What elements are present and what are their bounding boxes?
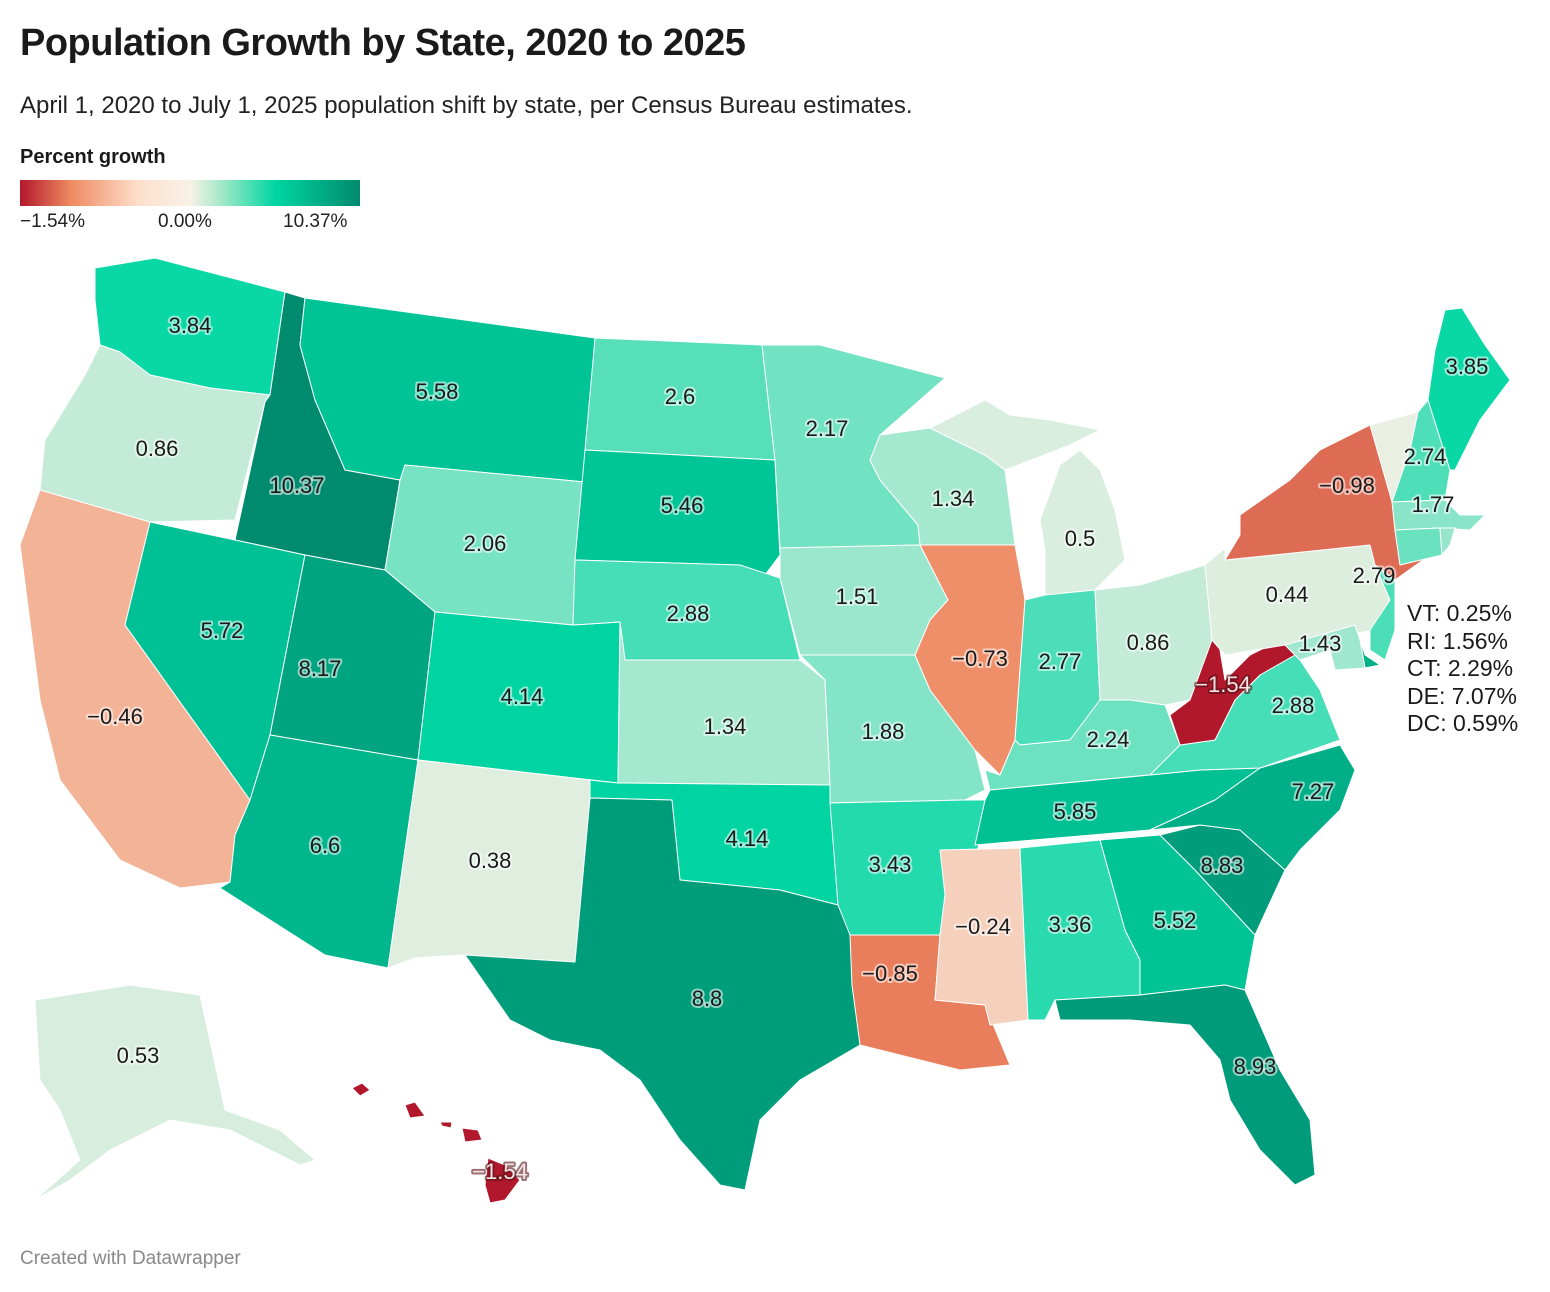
- state-value-label: 5.85: [1054, 799, 1097, 824]
- state-ak[interactable]: [34, 984, 316, 1201]
- state-shape[interactable]: [484, 1157, 521, 1204]
- state-value-label: 4.14: [501, 684, 544, 709]
- state-value-label: −0.24: [955, 914, 1011, 939]
- state-fl[interactable]: [1054, 984, 1316, 1186]
- annotation-ct: CT: 2.29%: [1407, 655, 1514, 681]
- state-value-label: 3.43: [869, 852, 912, 877]
- state-value-label: 5.52: [1154, 908, 1197, 933]
- state-value-label: 3.84: [169, 313, 212, 338]
- legend-min-label: −1.54%: [20, 211, 85, 232]
- small-state-annotations: VT: 0.25% RI: 1.56% CT: 2.29% DE: 7.07% …: [1407, 600, 1518, 738]
- state-value-label: 2.17: [806, 416, 849, 441]
- state-mi[interactable]: [929, 399, 1126, 596]
- state-shape[interactable]: [439, 1121, 453, 1129]
- state-value-label: 0.86: [1127, 630, 1170, 655]
- state-shape[interactable]: [34, 984, 316, 1201]
- state-shape[interactable]: [351, 1082, 371, 1097]
- state-value-label: 2.06: [464, 531, 507, 556]
- state-hi[interactable]: [351, 1082, 521, 1204]
- state-value-label: 1.34: [704, 714, 747, 739]
- chart-subtitle: April 1, 2020 to July 1, 2025 population…: [20, 92, 913, 119]
- state-shape[interactable]: [39, 344, 271, 523]
- state-shape[interactable]: [929, 399, 1101, 471]
- state-value-label: −0.46: [87, 704, 143, 729]
- state-shape[interactable]: [1369, 564, 1396, 661]
- chart-title: Population Growth by State, 2020 to 2025: [20, 22, 746, 64]
- state-me[interactable]: [1427, 307, 1511, 471]
- state-value-label: 0.38: [469, 848, 512, 873]
- state-value-label: 1.77: [1412, 492, 1455, 517]
- state-or[interactable]: [39, 344, 271, 523]
- legend-title: Percent growth: [20, 146, 166, 168]
- state-value-label: 2.6: [665, 384, 696, 409]
- legend-mid-label: 0.00%: [158, 211, 212, 232]
- annotation-vt: VT: 0.25%: [1407, 600, 1512, 626]
- footer-credit: Created with Datawrapper: [20, 1248, 241, 1269]
- state-shape[interactable]: [1284, 624, 1366, 671]
- state-value-label: −1.54: [1195, 672, 1251, 697]
- state-value-label: −1.54: [472, 1159, 528, 1184]
- state-value-label: 2.77: [1039, 649, 1082, 674]
- state-value-label: 8.17: [299, 656, 342, 681]
- state-value-label: 4.14: [726, 826, 769, 851]
- state-value-label: 0.5: [1065, 526, 1096, 551]
- state-value-label: 1.51: [836, 584, 879, 609]
- state-value-label: 5.58: [416, 379, 459, 404]
- state-shape[interactable]: [914, 544, 1026, 776]
- state-value-label: 1.43: [1299, 631, 1342, 656]
- state-nj[interactable]: [1369, 564, 1396, 661]
- state-shape[interactable]: [1054, 984, 1316, 1186]
- state-value-label: 8.8: [692, 986, 723, 1011]
- state-ri[interactable]: [1439, 527, 1456, 556]
- state-shape[interactable]: [461, 1127, 483, 1143]
- state-value-label: 2.88: [1272, 693, 1315, 718]
- annotation-de: DE: 7.07%: [1407, 682, 1517, 709]
- state-value-label: 3.36: [1049, 912, 1092, 937]
- state-shape[interactable]: [1149, 744, 1356, 871]
- state-shape[interactable]: [1394, 527, 1443, 566]
- legend-max-label: 10.37%: [283, 211, 348, 232]
- legend-color-bar: [20, 180, 360, 206]
- state-shape[interactable]: [464, 797, 861, 1191]
- state-value-label: 3.85: [1446, 354, 1489, 379]
- state-tx[interactable]: [464, 797, 861, 1191]
- state-value-label: 8.83: [1201, 853, 1244, 878]
- state-shape[interactable]: [1439, 527, 1456, 556]
- state-value-label: 2.79: [1353, 563, 1396, 588]
- state-nc[interactable]: [1149, 744, 1356, 871]
- state-shape[interactable]: [1039, 449, 1126, 596]
- state-value-label: 5.72: [201, 618, 244, 643]
- state-value-label: 0.86: [136, 436, 179, 461]
- state-value-label: 6.6: [310, 833, 341, 858]
- state-il[interactable]: [914, 544, 1026, 776]
- state-value-label: 2.24: [1087, 727, 1130, 752]
- state-value-label: 10.37: [269, 473, 324, 498]
- state-value-label: 8.93: [1234, 1054, 1277, 1079]
- state-value-label: −0.98: [1319, 473, 1375, 498]
- state-value-label: −0.73: [952, 646, 1008, 671]
- state-value-label: 1.88: [862, 719, 905, 744]
- state-ct[interactable]: [1394, 527, 1443, 566]
- state-md[interactable]: [1284, 624, 1366, 671]
- annotation-dc: DC: 0.59%: [1407, 710, 1519, 736]
- state-value-label: 5.46: [661, 493, 704, 518]
- state-shape[interactable]: [404, 1101, 426, 1119]
- state-value-label: 2.88: [667, 601, 710, 626]
- state-value-label: 0.53: [117, 1043, 160, 1068]
- state-value-label: 2.74: [1404, 444, 1447, 469]
- state-value-label: −0.85: [862, 961, 918, 986]
- annotation-ri: RI: 1.56%: [1407, 627, 1508, 654]
- state-shape[interactable]: [1427, 307, 1511, 471]
- state-value-label: 7.27: [1292, 779, 1335, 804]
- state-value-label: 0.44: [1266, 582, 1309, 607]
- state-value-label: 1.34: [932, 486, 975, 511]
